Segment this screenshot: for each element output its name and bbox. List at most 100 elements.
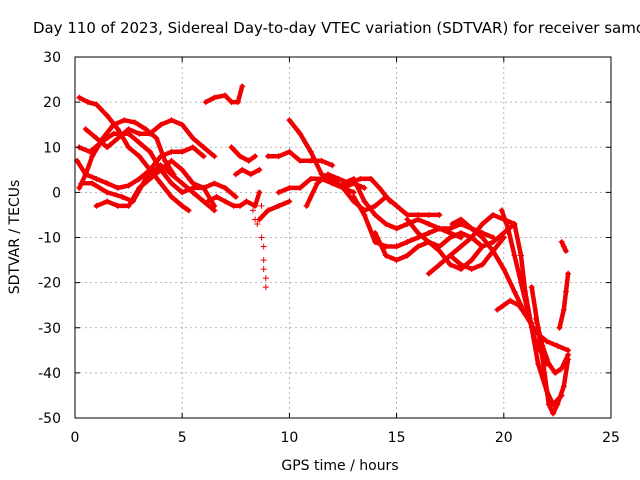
series-line	[450, 217, 571, 353]
series-line	[447, 235, 507, 272]
data-point	[189, 135, 196, 142]
data-point	[545, 401, 552, 408]
data-point	[535, 360, 542, 367]
data-point	[425, 239, 432, 246]
data-point	[297, 130, 304, 137]
data-point	[104, 180, 111, 187]
data-point	[239, 166, 246, 173]
data-point	[565, 351, 572, 358]
series-track-9	[204, 189, 263, 209]
data-point	[560, 306, 567, 313]
series-track-13	[264, 148, 336, 169]
data-point	[558, 365, 565, 372]
data-point	[157, 166, 164, 173]
data-point	[393, 202, 400, 209]
series-track-31	[556, 270, 572, 331]
data-point	[213, 193, 220, 200]
data-point	[211, 207, 218, 214]
data-point	[168, 117, 175, 124]
data-point	[179, 189, 186, 196]
x-tick-label: 25	[602, 430, 620, 446]
data-point	[436, 225, 443, 232]
data-point	[114, 202, 121, 209]
data-point	[528, 324, 535, 331]
data-point	[468, 257, 475, 264]
data-point	[511, 288, 518, 295]
data-point	[286, 198, 293, 205]
series-track-25	[494, 297, 535, 327]
data-point	[125, 144, 132, 151]
series-track-29	[532, 315, 572, 376]
series-track-6	[93, 157, 239, 209]
y-tick-label: -30	[38, 321, 61, 337]
data-point	[252, 202, 259, 209]
data-point	[147, 130, 154, 137]
data-point	[350, 175, 357, 182]
series-line	[79, 163, 217, 213]
series-track-7	[82, 117, 218, 160]
data-point	[404, 239, 411, 246]
y-axis-label: SDTVAR / TECUs	[7, 180, 23, 295]
data-point	[211, 94, 218, 101]
data-point	[264, 207, 271, 214]
series-line	[319, 176, 442, 218]
data-point	[447, 252, 454, 259]
data-point	[550, 410, 557, 417]
data-point	[382, 220, 389, 227]
data-point	[252, 153, 259, 160]
data-point	[415, 216, 422, 223]
data-point	[121, 117, 128, 124]
data-point	[382, 252, 389, 259]
series-track-4	[76, 117, 177, 191]
data-point	[436, 243, 443, 250]
data-point	[153, 135, 160, 142]
data-point	[307, 148, 314, 155]
data-point	[415, 243, 422, 250]
y-tick-label: -50	[38, 411, 61, 427]
data-point	[179, 166, 186, 173]
data-point	[200, 184, 207, 191]
x-tick-label: 15	[388, 430, 406, 446]
data-point	[168, 157, 175, 164]
data-point	[237, 202, 244, 209]
data-point	[82, 126, 89, 133]
x-tick-label: 20	[495, 430, 513, 446]
series-line	[229, 145, 258, 164]
data-point	[382, 193, 389, 200]
grid	[75, 57, 611, 418]
data-point	[179, 121, 186, 128]
data-point	[147, 175, 154, 182]
data-point	[84, 99, 91, 106]
data-point	[500, 234, 507, 241]
data-point	[552, 369, 559, 376]
data-point	[457, 243, 464, 250]
data-point	[468, 234, 475, 241]
data-point	[449, 220, 456, 227]
data-point	[228, 144, 235, 151]
data-point	[554, 342, 561, 349]
data-point	[329, 162, 336, 169]
data-point	[560, 243, 567, 250]
data-point	[517, 252, 524, 259]
data-point	[232, 171, 239, 178]
data-point	[297, 157, 304, 164]
chart-title: Day 110 of 2023, Sidereal Day-to-day VTE…	[33, 19, 640, 37]
data-point	[179, 202, 186, 209]
series-track-12	[256, 198, 293, 223]
data-point	[372, 229, 379, 236]
data-point	[76, 184, 83, 191]
series-line	[233, 167, 262, 177]
data-point	[490, 248, 497, 255]
data-point	[447, 261, 454, 268]
data-point	[222, 198, 229, 205]
data-point	[258, 202, 265, 209]
data-point	[256, 166, 263, 173]
data-point	[562, 248, 569, 255]
data-point	[262, 275, 269, 282]
data-point	[286, 184, 293, 191]
data-point	[256, 189, 263, 196]
data-point	[222, 184, 229, 191]
data-point	[447, 234, 454, 241]
data-point	[545, 360, 552, 367]
y-tick-label: -40	[38, 366, 61, 382]
